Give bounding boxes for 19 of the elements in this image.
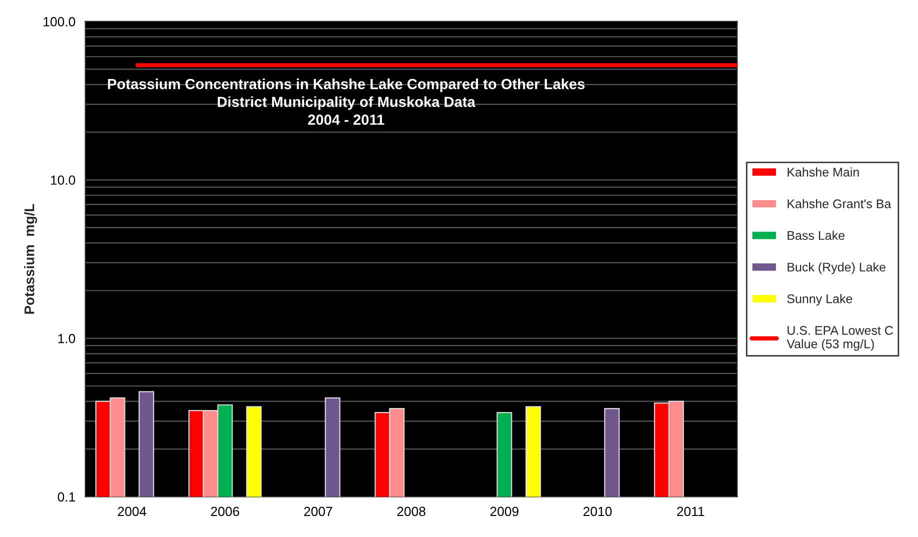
- x-tick-label: 2011: [677, 506, 704, 516]
- legend-label: Bass Lake: [788, 230, 844, 240]
- y-tick-label: 1.0: [58, 334, 76, 344]
- x-tick-label: 2004: [118, 506, 146, 516]
- x-tick-label: 2007: [304, 506, 332, 516]
- legend-label: U.S. EPA Lowest C Value (53 mg/L): [786, 326, 893, 351]
- y-axis-title: Potassium mg/L: [24, 204, 38, 314]
- x-tick-label: 2008: [397, 506, 426, 516]
- text: Potassium Concentrations in Kahshe Lake Compared to Other Lakes District Municipality of Muskoka Data 2004 - 2011: [108, 78, 585, 125]
- x-tick-label: 2006: [211, 506, 240, 516]
- y-tick-label: 10.0: [50, 175, 76, 185]
- x-tick-label: 2009: [490, 506, 518, 516]
- legend-label: Kahshe Grant's Ba: [788, 199, 892, 208]
- y-tick-label: 0.1: [58, 492, 76, 502]
- legend-label: Buck (Ryde) Lake: [788, 262, 886, 274]
- legend-label: Kahshe Main: [788, 167, 859, 177]
- legend-label: Sunny Lake: [787, 294, 852, 306]
- y-tick-label: 100.0: [44, 17, 76, 26]
- x-tick-label: 2010: [583, 506, 612, 516]
